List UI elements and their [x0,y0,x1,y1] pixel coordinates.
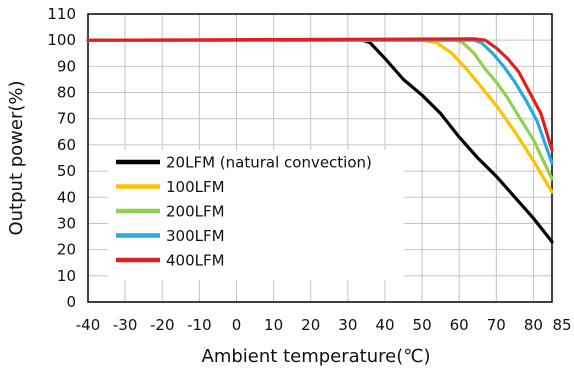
x-tick-label: -30 [113,316,138,334]
y-axis-ticks: 0 10 20 30 40 50 60 70 80 90 100 110 [47,5,76,311]
legend-entry: 20LFM (natural convection) [166,154,372,172]
x-tick-label: 30 [338,316,357,334]
y-tick-label: 60 [57,136,76,154]
x-tick-label: 70 [487,316,506,334]
y-tick-label: 0 [66,293,76,311]
series-line [86,38,554,165]
x-tick-label: 40 [375,316,394,334]
y-tick-label: 80 [57,84,76,102]
x-tick-label: 10 [264,316,283,334]
x-tick-label: -10 [187,316,212,334]
x-tick-label: 85 [552,316,571,334]
x-tick-label: 20 [301,316,320,334]
x-tick-label: -20 [150,316,175,334]
x-tick-label: -40 [76,316,101,334]
y-tick-label: 30 [57,214,76,232]
plot-area-frame [87,13,553,303]
y-tick-label: 100 [47,31,76,49]
x-tick-label: 0 [232,316,242,334]
legend-entry: 300LFM [166,227,225,245]
legend: 20LFM (natural convection) 100LFM 200LFM 30… [108,150,404,280]
y-tick-label: 20 [57,241,76,259]
legend-entry: 400LFM [166,252,225,270]
series-lines [86,37,554,244]
y-tick-label: 40 [57,188,76,206]
y-tick-label: 70 [57,110,76,128]
legend-entry: 200LFM [166,203,225,221]
series-line [86,37,554,152]
x-axis-label: Ambient temperature(℃) [202,346,431,367]
x-tick-label: 80 [524,316,543,334]
x-tick-label: 60 [450,316,469,334]
y-tick-label: 90 [57,57,76,75]
y-tick-label: 10 [57,267,76,285]
y-tick-label: 50 [57,162,76,180]
x-tick-label: 50 [413,316,432,334]
legend-entry: 100LFM [166,178,225,196]
y-axis-label: Output power(%) [6,80,27,235]
x-axis-ticks: -40 -30 -20 -10 0 10 20 30 40 50 60 70 80 85 [76,316,572,334]
y-tick-label: 110 [47,5,76,23]
series-line [86,38,554,244]
